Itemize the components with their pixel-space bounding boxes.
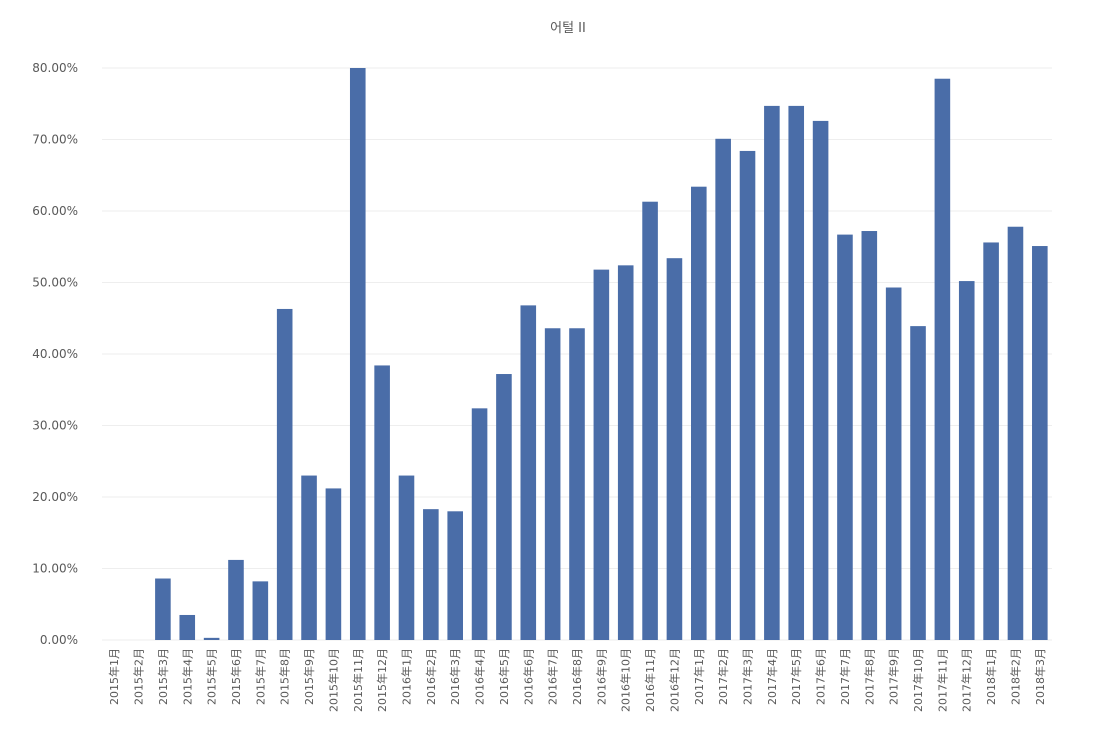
x-tick-label: 2015年6月 [229,648,243,705]
x-tick-label: 2016年9月 [594,648,608,705]
x-tick-label: 2015年5月 [205,648,219,705]
x-tick-label: 2015年4月 [180,648,194,705]
x-tick-label: 2017年4月 [765,648,779,705]
y-axis-tick-labels: 0.00% 10.00% 20.00% 30.00% 40.00% 50.00% 60.00… [32,61,78,647]
bar [276,308,293,640]
bar [179,614,196,640]
bar [837,234,853,640]
bar [252,581,269,640]
y-tick-label: 50.00% [32,276,78,290]
bar [520,305,537,640]
y-tick-label: 0.00% [40,633,78,647]
bars [155,68,1048,641]
bar [228,559,244,640]
x-tick-label: 2016年1月 [399,648,413,705]
x-tick-label: 2016年11月 [643,648,657,712]
x-tick-label: 2016年2月 [424,648,438,705]
x-tick-label: 2017年6月 [814,648,828,705]
bar [617,265,634,640]
x-tick-label: 2016年6月 [521,648,535,705]
y-tick-label: 40.00% [32,347,78,361]
x-tick-label: 2018年1月 [984,648,998,705]
x-tick-label: 2015年10月 [326,648,340,712]
x-tick-label: 2016年5月 [497,648,511,705]
x-tick-label: 2017年9月 [887,648,901,705]
bar [691,186,707,640]
x-tick-label: 2016年7月 [546,648,560,705]
bar [325,488,342,640]
bar [788,105,805,640]
bar [349,68,366,640]
bar [471,408,488,640]
x-tick-label: 2017年5月 [789,648,803,705]
x-tick-label: 2017年11月 [935,648,949,712]
bar [374,365,390,640]
y-tick-label: 70.00% [32,133,78,147]
x-tick-label: 2015年1月 [107,648,121,705]
x-tick-label: 2015年7月 [253,648,267,705]
x-tick-label: 2016年10月 [619,648,633,712]
y-tick-label: 20.00% [32,490,78,504]
bar [496,374,512,640]
x-tick-label: 2015年2月 [132,648,146,705]
chart-title: 어털 II [550,21,586,36]
bar [910,326,926,640]
y-tick-label: 30.00% [32,419,78,433]
x-tick-label: 2015年3月 [156,648,170,705]
x-tick-label: 2016年8月 [570,648,584,705]
x-tick-label: 2015年11月 [351,648,365,712]
x-tick-label: 2015年9月 [302,648,316,705]
bar [885,287,902,640]
bar [958,281,975,640]
bar [1007,226,1024,641]
bar [398,475,415,640]
bar [666,258,683,640]
x-tick-label: 2015年12月 [375,648,389,712]
x-tick-label: 2017年10月 [911,648,925,712]
x-tick-label: 2017年1月 [692,648,706,705]
bar [301,475,317,640]
x-tick-label: 2016年12月 [667,648,681,712]
x-tick-label: 2015年8月 [278,648,292,705]
bar [764,105,780,640]
x-tick-label: 2018年3月 [1033,648,1047,705]
bar [1032,246,1048,640]
bar [715,138,731,640]
x-tick-label: 2018年2月 [1008,648,1022,705]
x-tick-label: 2017年3月 [741,648,755,705]
bar [423,509,439,640]
bar [861,231,878,640]
y-tick-label: 80.00% [32,61,78,75]
bar [593,269,610,640]
bar [739,150,756,640]
x-tick-label: 2016年3月 [448,648,462,705]
x-tick-label: 2016年4月 [473,648,487,705]
bar [203,637,220,640]
x-tick-label: 2017年2月 [716,648,730,705]
bar [155,578,171,640]
x-axis-tick-labels: 2015年1月 2015年2月 2015年3月 2015年4月 2015年5月 2015年… [107,648,1047,712]
bar [983,242,999,640]
bar [569,328,585,640]
bar [642,201,658,640]
x-tick-label: 2017年7月 [838,648,852,705]
bar [544,328,561,640]
bar [934,78,951,641]
y-tick-label: 60.00% [32,204,78,218]
bar [812,120,829,640]
x-tick-label: 2017年12月 [960,648,974,712]
x-tick-label: 2017年8月 [862,648,876,705]
y-tick-label: 10.00% [32,562,78,576]
bar [447,511,463,640]
